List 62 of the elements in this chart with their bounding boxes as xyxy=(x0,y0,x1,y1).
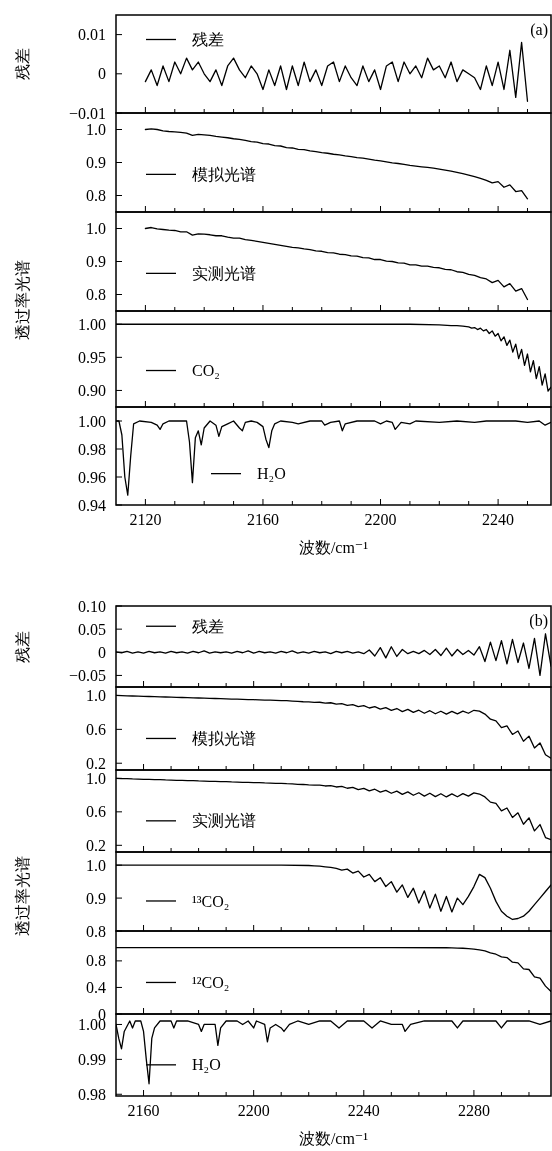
legend-label: 实测光谱 xyxy=(192,812,256,830)
y-tick-label: 1.0 xyxy=(86,769,106,787)
x-tick-label: 2200 xyxy=(237,1102,270,1119)
legend-label: H₂O xyxy=(257,465,286,483)
x-axis-title: 波数/cm⁻¹ xyxy=(298,1130,369,1147)
y-tick-label: 0.4 xyxy=(86,979,106,997)
y-axis-title: 残差 xyxy=(14,48,31,80)
y-tick-label: 0.95 xyxy=(78,348,106,366)
legend-label: 模拟光谱 xyxy=(192,730,256,748)
y-tick-label: 0.05 xyxy=(78,620,106,638)
y-tick-label: −0.01 xyxy=(68,104,106,122)
x-tick-label: 2240 xyxy=(347,1102,380,1119)
x-tick-label: 2120 xyxy=(129,511,162,528)
x-tick-label: 2160 xyxy=(127,1102,160,1119)
y-axis-title: 透过率光谱 xyxy=(14,856,31,936)
y-tick-label: 0.98 xyxy=(78,440,106,458)
legend-label: ¹³CO₂ xyxy=(192,892,230,910)
y-tick-label: 0.2 xyxy=(86,836,106,854)
x-tick-label: 2280 xyxy=(457,1102,490,1119)
line-series xyxy=(144,226,529,301)
legend-label: 残差 xyxy=(192,617,224,635)
y-tick-label: 1.0 xyxy=(86,856,106,874)
y-tick-label: 0.6 xyxy=(86,803,106,821)
y-tick-label: 1.0 xyxy=(86,687,106,705)
legend-label: CO₂ xyxy=(192,362,220,380)
y-tick-label: 1.0 xyxy=(86,220,106,238)
y-tick-label: 0 xyxy=(98,643,106,661)
legend-label: 模拟光谱 xyxy=(192,165,256,183)
annotation: (b) xyxy=(529,612,548,630)
y-tick-label: 0.9 xyxy=(86,253,106,271)
y-tick-label: 0.90 xyxy=(78,382,106,400)
x-tick-label: 2240 xyxy=(482,511,515,528)
y-tick-label: 1.00 xyxy=(78,412,106,430)
legend-label: 实测光谱 xyxy=(192,264,256,282)
y-tick-label: 0.10 xyxy=(78,597,106,615)
y-tick-label: 0.8 xyxy=(86,286,106,304)
legend-label: H₂O xyxy=(192,1056,221,1074)
y-axis-title: 透过率光谱 xyxy=(14,260,31,340)
legend-label: 残差 xyxy=(192,31,224,49)
legend-label: ¹²CO₂ xyxy=(192,974,230,992)
y-tick-label: 0.9 xyxy=(86,889,106,907)
y-tick-label: 0.2 xyxy=(86,754,106,772)
y-tick-label: 0.8 xyxy=(86,922,106,940)
y-tick-label: 0.98 xyxy=(78,1085,106,1103)
y-tick-label: 0.94 xyxy=(78,496,106,514)
y-tick-label: −0.05 xyxy=(68,667,106,685)
y-tick-label: 1.00 xyxy=(78,315,106,333)
x-tick-label: 2160 xyxy=(246,511,279,528)
x-tick-label: 2200 xyxy=(364,511,397,528)
y-axis-title: 残差 xyxy=(14,630,31,663)
y-tick-label: 0.9 xyxy=(86,154,106,172)
y-tick-label: 0.96 xyxy=(78,468,106,486)
x-axis-title: 波数/cm⁻¹ xyxy=(298,539,369,556)
y-tick-label: 0 xyxy=(98,65,106,83)
annotation: (a) xyxy=(530,21,548,39)
line-series xyxy=(144,128,529,200)
y-tick-label: 0.8 xyxy=(86,187,106,205)
y-tick-label: 0.6 xyxy=(86,720,106,738)
y-tick-label: 0.8 xyxy=(86,952,106,970)
y-tick-label: 1.0 xyxy=(86,121,106,139)
y-tick-label: 0.01 xyxy=(78,26,106,44)
y-tick-label: 0.99 xyxy=(78,1050,106,1068)
